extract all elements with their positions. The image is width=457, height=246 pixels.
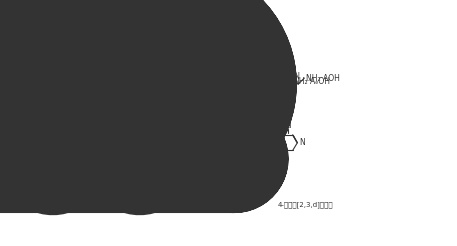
Text: O: O (110, 132, 116, 141)
Text: EtOH: EtOH (59, 153, 77, 159)
Text: EtO: EtO (132, 91, 145, 100)
Text: OEt: OEt (107, 69, 121, 78)
Text: N: N (299, 138, 305, 147)
Text: +: + (122, 78, 132, 91)
Text: +: + (257, 78, 267, 91)
Text: 4-氯吡咯[2,3,d]并嘧啶: 4-氯吡咯[2,3,d]并嘧啶 (277, 202, 333, 208)
Text: O: O (197, 123, 202, 133)
Text: Cl: Cl (284, 121, 292, 130)
Text: B: B (206, 193, 211, 202)
Text: NH: NH (168, 141, 180, 150)
Text: N: N (110, 160, 116, 169)
Text: EtO: EtO (80, 137, 94, 146)
Text: OEt: OEt (95, 161, 109, 170)
Text: EtO: EtO (80, 134, 94, 143)
Text: NH: NH (256, 140, 268, 149)
Text: NaH: NaH (177, 76, 193, 85)
Text: POCl₃: POCl₃ (236, 148, 258, 157)
Text: [: [ (78, 148, 85, 167)
Text: HN: HN (272, 76, 283, 85)
Text: O: O (231, 56, 237, 65)
Text: EtO: EtO (192, 61, 206, 69)
Text: OEt: OEt (256, 76, 270, 85)
Text: OEt  HN: OEt HN (270, 72, 300, 81)
Text: N: N (188, 149, 193, 158)
Text: NH₂·A⁣OH: NH₂·A⁣OH (306, 74, 340, 82)
Text: NH₂: NH₂ (102, 166, 117, 175)
Text: N: N (65, 80, 71, 89)
Text: OEt: OEt (208, 78, 222, 87)
Text: ]: ] (135, 148, 142, 167)
Text: N: N (201, 81, 207, 90)
Text: NH: NH (128, 144, 140, 153)
Text: aq.HCl: aq.HCl (147, 148, 172, 157)
Text: A: A (247, 104, 252, 113)
Text: N: N (276, 147, 282, 156)
Text: NH₂·AₑOH: NH₂·AₑOH (293, 77, 330, 86)
Text: Br: Br (156, 80, 165, 89)
Text: OEt: OEt (145, 62, 159, 71)
Text: NH: NH (209, 140, 221, 149)
Text: OEt: OEt (244, 61, 258, 69)
Text: EtONa: EtONa (59, 147, 81, 153)
Text: O: O (91, 66, 97, 75)
